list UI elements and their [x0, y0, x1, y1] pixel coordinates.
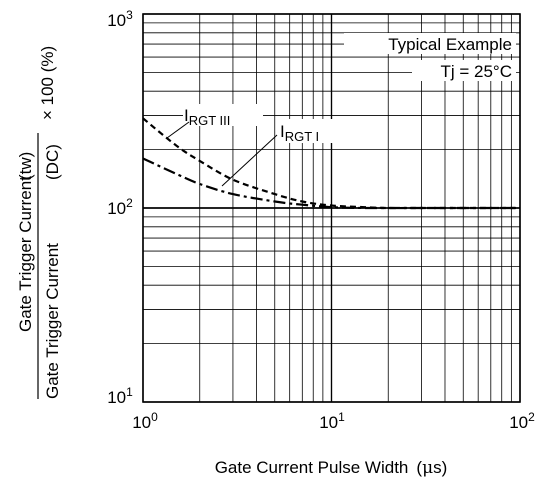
x-tick-label-1: 100: [132, 410, 158, 432]
x-tick-1-exp: 0: [151, 410, 158, 424]
x-tick-1-base: 10: [132, 413, 151, 432]
y-label-denominator-tag: (DC): [43, 144, 62, 180]
y-tick-label-100: 102: [107, 196, 133, 218]
series-label-rgt1-sub: RGT I: [285, 129, 319, 144]
x-tick-label-100: 102: [509, 410, 535, 432]
condition-label-bg: [344, 33, 516, 54]
y-label-suffix: × 100 (%): [38, 46, 57, 120]
y-label-numerator-tag: (tw): [16, 152, 35, 180]
x-axis-label-unit-mu: μ: [422, 458, 433, 478]
x-tick-label-10: 101: [319, 410, 345, 432]
y-tick-10-exp: 1: [126, 385, 133, 399]
x-axis-label: Gate Current Pulse Width (μs): [215, 458, 448, 478]
x-axis-label-unit-open: (: [416, 458, 422, 477]
leader-line-rgt3: [166, 121, 190, 139]
y-label-numerator: Gate Trigger Current: [16, 176, 35, 332]
y-tick-100-exp: 2: [126, 196, 133, 210]
series-label-rgt1: IRGT I: [280, 122, 319, 144]
x-axis-label-unit-rest: s): [433, 458, 447, 477]
x-tick-10-base: 10: [319, 413, 338, 432]
condition-label: Typical Example: [388, 35, 512, 54]
series-layer: [142, 117, 520, 210]
series-label-rgt3-sub: RGT III: [189, 113, 231, 128]
x-axis-label-text: Gate Current Pulse Width: [215, 458, 409, 477]
series-label-rgt3: IRGT III: [184, 106, 230, 128]
y-tick-label-1000: 103: [107, 8, 133, 30]
y-tick-1000-exp: 3: [126, 8, 133, 22]
x-tick-100-exp: 2: [528, 410, 535, 424]
series-label-rgt1-main: I: [280, 122, 285, 141]
series-label-bg-rgt1: [277, 119, 337, 143]
y-axis-label: Gate Trigger Current (tw) Gate Trigger C…: [16, 46, 62, 399]
y-tick-1000-base: 10: [107, 11, 126, 30]
x-tick-10-exp: 1: [338, 410, 345, 424]
series-line-rgt3: [142, 117, 520, 210]
temperature-label-bg: [412, 60, 516, 81]
temperature-label: Tj = 25°C: [440, 62, 512, 81]
series-label-rgt3-main: I: [184, 106, 189, 125]
y-tick-10-base: 10: [107, 388, 126, 407]
series-label-bg-rgt3: [183, 104, 263, 126]
x-tick-100-base: 10: [509, 413, 528, 432]
y-tick-label-10: 101: [107, 385, 133, 407]
leader-line-rgt1: [221, 134, 278, 187]
y-label-denominator: Gate Trigger Current: [43, 243, 62, 399]
y-tick-100-base: 10: [107, 199, 126, 218]
